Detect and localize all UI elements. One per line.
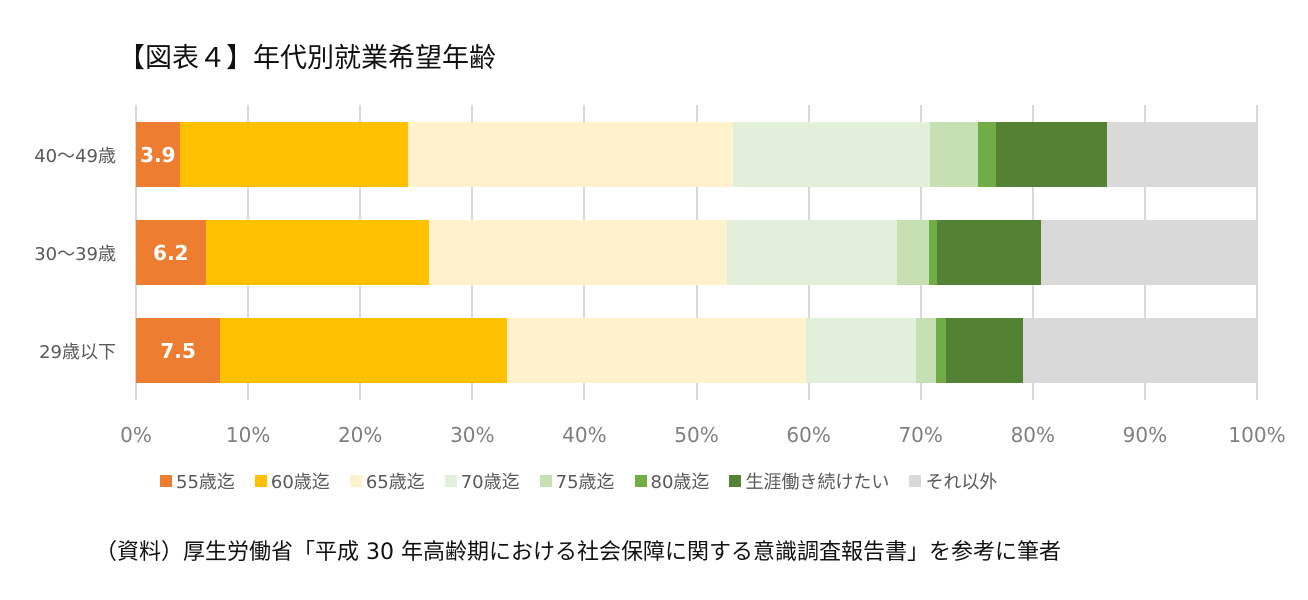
bar-segment bbox=[946, 318, 1023, 383]
bar-segment bbox=[205, 220, 429, 285]
legend-item: 75歳迄 bbox=[539, 468, 615, 494]
category-label: 30〜39歳 bbox=[34, 244, 116, 265]
bar-segment bbox=[220, 318, 508, 383]
data-label: 7.5 bbox=[160, 338, 196, 363]
legend-label: 70歳迄 bbox=[460, 472, 520, 493]
plot-area: 3.9 6.2 7.5 bbox=[135, 105, 1258, 400]
legend-label: 65歳迄 bbox=[365, 472, 425, 493]
x-tick-label: 80% bbox=[1010, 423, 1056, 447]
bar-segment bbox=[179, 122, 409, 187]
x-tick-label: 40% bbox=[562, 423, 607, 447]
bar-segment bbox=[897, 220, 929, 285]
legend-item: 55歳迄 bbox=[160, 468, 235, 494]
bar-segment bbox=[1040, 220, 1257, 285]
bar-segment bbox=[916, 318, 937, 383]
legend-label: 55歳迄 bbox=[176, 472, 235, 493]
legend-label: それ以外 bbox=[925, 472, 998, 493]
legend-swatch-icon bbox=[160, 475, 172, 487]
bar-segment bbox=[1022, 318, 1257, 383]
legend-swatch-icon bbox=[909, 475, 922, 487]
legend-item: 65歳迄 bbox=[349, 468, 425, 494]
legend-swatch-icon bbox=[444, 475, 457, 487]
x-tick-label: 30% bbox=[450, 423, 495, 447]
x-tick-label: 50% bbox=[674, 423, 719, 447]
bar-segment: 3.9 bbox=[136, 122, 180, 187]
legend-label: 80歳迄 bbox=[650, 472, 710, 493]
bar-segment bbox=[928, 220, 938, 285]
legend-item: 70歳迄 bbox=[444, 468, 520, 494]
bar-segment bbox=[1106, 122, 1257, 187]
legend-label: 60歳迄 bbox=[270, 472, 330, 493]
bar-segment bbox=[428, 220, 727, 285]
x-tick-label: 100% bbox=[1228, 423, 1286, 447]
bar-segment: 7.5 bbox=[136, 318, 221, 383]
legend-item: 80歳迄 bbox=[634, 468, 710, 494]
x-tick-label: 20% bbox=[337, 423, 383, 447]
legend-label: 生涯働き続けたい bbox=[745, 472, 890, 493]
bar-segment bbox=[929, 122, 978, 187]
category-label: 40〜49歳 bbox=[34, 146, 116, 167]
bar-segment bbox=[408, 122, 734, 187]
bar-segment bbox=[977, 122, 996, 187]
legend-label: 75歳迄 bbox=[555, 472, 615, 493]
bar-segment: 6.2 bbox=[136, 220, 206, 285]
legend-swatch-icon bbox=[729, 475, 742, 487]
legend: 55歳迄 60歳迄 65歳迄 70歳迄 75歳迄 80歳迄 生涯働き続けたい それ以外 bbox=[160, 468, 1017, 494]
bar-row: 7.5 bbox=[136, 318, 1257, 383]
data-label: 3.9 bbox=[140, 142, 176, 167]
legend-item: 60歳迄 bbox=[254, 468, 330, 494]
legend-item: それ以外 bbox=[909, 468, 997, 494]
data-label: 6.2 bbox=[153, 240, 189, 265]
x-tick-label: 90% bbox=[1122, 423, 1168, 447]
bar-row: 6.2 bbox=[136, 220, 1257, 285]
gridline bbox=[1256, 105, 1258, 400]
legend-swatch-icon bbox=[634, 475, 647, 487]
bar-segment bbox=[726, 220, 898, 285]
legend-swatch-icon bbox=[254, 475, 267, 487]
x-tick-label: 70% bbox=[898, 423, 943, 447]
legend-swatch-icon bbox=[539, 475, 552, 487]
bar-segment bbox=[936, 318, 947, 383]
x-tick-label: 60% bbox=[786, 423, 831, 447]
chart-title: 【図表４】年代別就業希望年齢 bbox=[118, 43, 496, 74]
legend-item: 生涯働き続けたい bbox=[729, 468, 889, 494]
bar-row: 3.9 bbox=[136, 122, 1257, 187]
source-note: （資料）厚生労働省「平成 30 年高齢期における社会保障に関する意識調査報告書」… bbox=[95, 540, 1061, 565]
bar-segment bbox=[733, 122, 930, 187]
x-tick-label: 10% bbox=[225, 423, 271, 447]
bar-segment bbox=[806, 318, 917, 383]
x-tick-label: 0% bbox=[120, 423, 152, 447]
bar-segment bbox=[995, 122, 1107, 187]
bar-segment bbox=[937, 220, 1041, 285]
bar-segment bbox=[507, 318, 807, 383]
legend-swatch-icon bbox=[349, 475, 362, 487]
category-label: 29歳以下 bbox=[39, 342, 116, 363]
